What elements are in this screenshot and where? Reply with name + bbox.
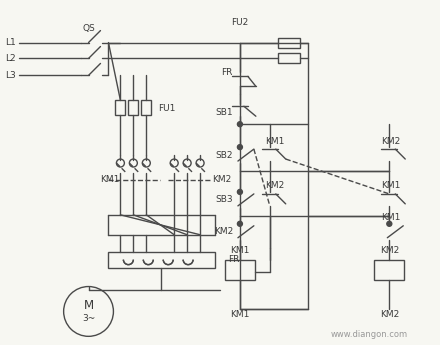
Text: 3~: 3~ — [82, 314, 95, 323]
Bar — [141, 100, 151, 115]
Circle shape — [387, 221, 392, 226]
Bar — [115, 100, 125, 115]
Circle shape — [238, 221, 242, 226]
Text: SB1: SB1 — [215, 108, 233, 117]
Bar — [374, 260, 404, 279]
Text: KM2: KM2 — [214, 227, 233, 236]
Text: SB3: SB3 — [215, 195, 233, 204]
Text: KM2: KM2 — [381, 137, 400, 146]
Text: www.diangon.com: www.diangon.com — [331, 330, 408, 339]
Text: KM1: KM1 — [230, 310, 249, 319]
Text: KM1: KM1 — [100, 176, 120, 185]
Bar — [278, 38, 300, 48]
Text: L1: L1 — [5, 38, 16, 47]
Text: FU2: FU2 — [231, 18, 249, 27]
Text: FR: FR — [222, 68, 233, 77]
Text: KM1: KM1 — [381, 213, 401, 222]
Text: L3: L3 — [5, 71, 16, 80]
Text: KM1: KM1 — [265, 137, 284, 146]
Text: KM2: KM2 — [380, 246, 399, 255]
Text: L2: L2 — [5, 54, 16, 63]
Bar — [278, 53, 300, 63]
Circle shape — [238, 122, 242, 127]
Text: KM2: KM2 — [212, 176, 231, 185]
Circle shape — [238, 189, 242, 195]
Bar — [108, 252, 215, 268]
Text: FR: FR — [228, 255, 239, 264]
Text: KM1: KM1 — [381, 181, 401, 190]
Text: M: M — [84, 299, 94, 312]
Circle shape — [238, 145, 242, 150]
Text: QS: QS — [82, 24, 95, 33]
Text: KM1: KM1 — [230, 246, 249, 255]
Text: KM2: KM2 — [265, 181, 284, 190]
Text: SB2: SB2 — [216, 150, 233, 160]
Text: KM2: KM2 — [380, 310, 399, 319]
Bar — [225, 260, 255, 279]
Text: FU1: FU1 — [158, 104, 176, 113]
Bar — [128, 100, 138, 115]
